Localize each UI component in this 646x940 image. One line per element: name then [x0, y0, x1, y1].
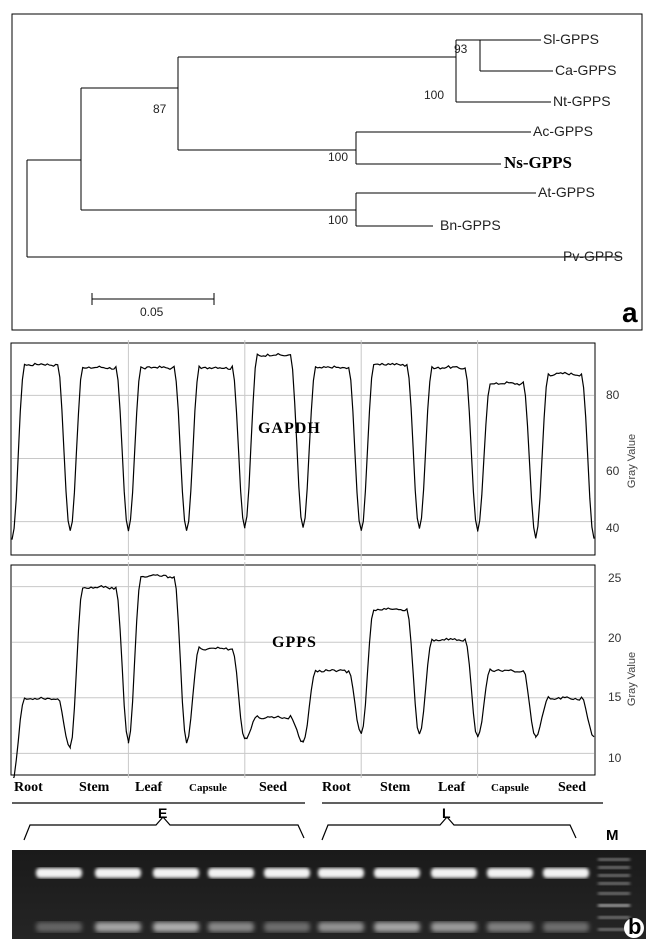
panel-letter-b: b: [628, 914, 642, 939]
gel-band-upper: [208, 868, 254, 878]
gel-band-lower: [36, 922, 82, 932]
gel-band-upper: [543, 868, 589, 878]
marker-ladder-band: [598, 892, 630, 895]
gpps-profile-chart: [10, 562, 596, 778]
gapdh-intensity-line: [11, 352, 595, 540]
gapdh-tick: 40: [606, 521, 620, 535]
gel-band-lower: [318, 922, 364, 932]
gapdh-tick: 60: [606, 464, 620, 478]
gel-band-lower: [95, 922, 141, 932]
bootstrap-value: 100: [328, 150, 349, 164]
taxon-label: Pv-GPPS: [563, 248, 623, 264]
marker-ladder-band: [598, 866, 630, 869]
gpps-tick: 10: [608, 751, 622, 765]
panel-letter-a: a: [622, 297, 638, 328]
taxon-label: Sl-GPPS: [543, 31, 600, 47]
agarose-gel-image: [12, 850, 646, 939]
gpps-tick: 20: [608, 631, 622, 645]
group-braces: [12, 802, 603, 841]
marker-ladder-band: [598, 904, 630, 907]
marker-ladder-band: [598, 858, 630, 861]
gel-band-upper: [431, 868, 477, 878]
marker-ladder-band: [598, 928, 630, 931]
taxon-label: Ca-GPPS: [555, 62, 617, 78]
bootstrap-value: 87: [153, 102, 167, 116]
taxon-label: Bn-GPPS: [440, 217, 501, 233]
gel-band-upper: [374, 868, 420, 878]
lane-label: Seed: [558, 780, 586, 795]
panel-a-phylogenetic-tree: [11, 13, 643, 331]
taxon-label: Ac-GPPS: [533, 123, 593, 139]
gel-band-lower: [153, 922, 199, 932]
panel-letter-b-badge: [624, 918, 644, 938]
bootstrap-value: 93: [454, 42, 468, 56]
gpps-axis-label: Gray Value: [626, 651, 638, 707]
gapdh-tick: 80: [606, 388, 620, 402]
marker-ladder-band: [598, 882, 630, 885]
lane-label: Capsule: [189, 782, 227, 794]
lane-label: Stem: [380, 780, 411, 795]
gpps-tick: 15: [608, 690, 622, 704]
taxon-label: Nt-GPPS: [553, 93, 611, 109]
gpps-intensity-line: [12, 574, 595, 778]
bootstrap-value: 100: [328, 213, 349, 227]
gel-band-upper: [36, 868, 82, 878]
marker-ladder-band: [598, 916, 630, 919]
group-label-early: E: [158, 805, 168, 821]
gel-band-lower: [374, 922, 420, 932]
lane-label: Capsule: [491, 782, 529, 794]
gpps-label: GPPS: [272, 634, 317, 651]
gapdh-label: GAPDH: [258, 420, 321, 437]
gel-band-lower: [543, 922, 589, 932]
group-label-late: L: [442, 805, 451, 821]
lane-label: Stem: [79, 780, 110, 795]
lane-label: Leaf: [438, 780, 466, 795]
gel-band-lower: [431, 922, 477, 932]
marker-lane-label: M: [606, 827, 619, 844]
lane-label: Seed: [259, 780, 287, 795]
taxon-label-highlighted: Ns-GPPS: [504, 153, 572, 172]
marker-ladder-band: [598, 874, 630, 877]
gel-band-upper: [318, 868, 364, 878]
gel-band-lower: [264, 922, 310, 932]
gel-band-lower: [487, 922, 533, 932]
gel-band-upper: [95, 868, 141, 878]
gel-band-upper: [153, 868, 199, 878]
bootstrap-value: 100: [424, 88, 445, 102]
gel-band-upper: [487, 868, 533, 878]
gpps-tick: 25: [608, 571, 622, 585]
lane-label: Leaf: [135, 780, 163, 795]
gapdh-profile-chart: [10, 340, 596, 560]
taxon-label: At-GPPS: [538, 184, 595, 200]
lane-label: Root: [14, 780, 43, 795]
gel-band-lower: [208, 922, 254, 932]
gel-band-upper: [264, 868, 310, 878]
gapdh-axis-label: Gray Value: [626, 433, 638, 489]
scale-bar-label: 0.05: [140, 305, 164, 319]
lane-label: Root: [322, 780, 351, 795]
